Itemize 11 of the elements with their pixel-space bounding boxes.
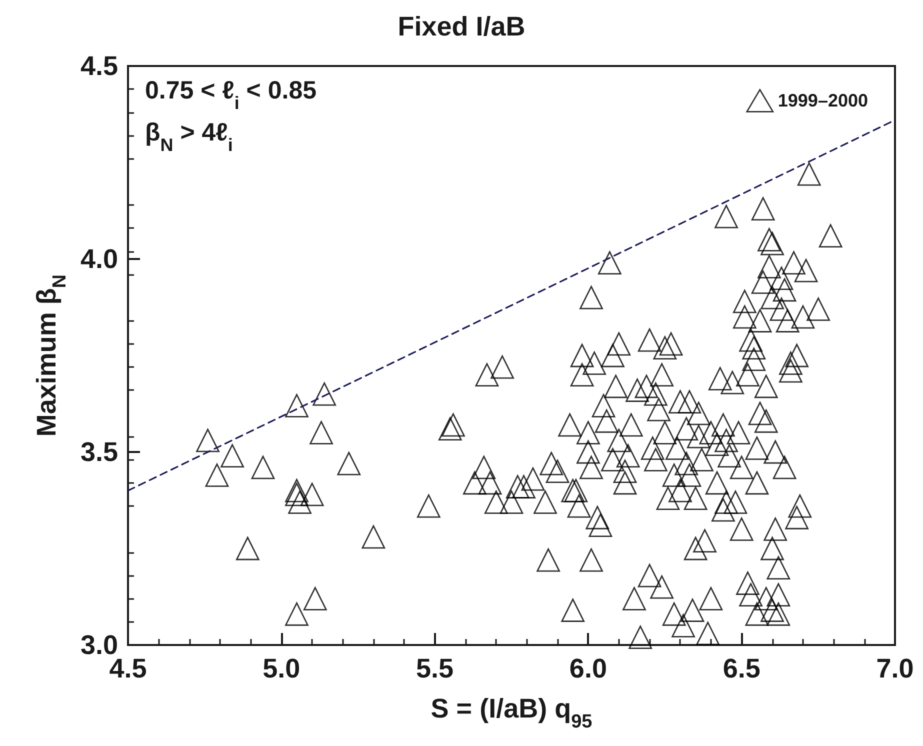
x-tick-label: 6.0 [569,654,607,684]
x-tick-label: 7.0 [876,654,914,684]
legend-label: 1999–2000 [778,90,868,111]
y-tick-label: 4.0 [80,244,118,274]
y-tick-label: 3.5 [80,437,118,467]
x-tick-label: 6.5 [722,654,760,684]
x-tick-label: 5.0 [262,654,300,684]
y-axis-title: Maximum βN [32,274,71,437]
x-tick-label: 5.5 [416,654,454,684]
chart-title: Fixed I/aB [398,12,526,42]
y-tick-label: 4.5 [80,51,118,81]
